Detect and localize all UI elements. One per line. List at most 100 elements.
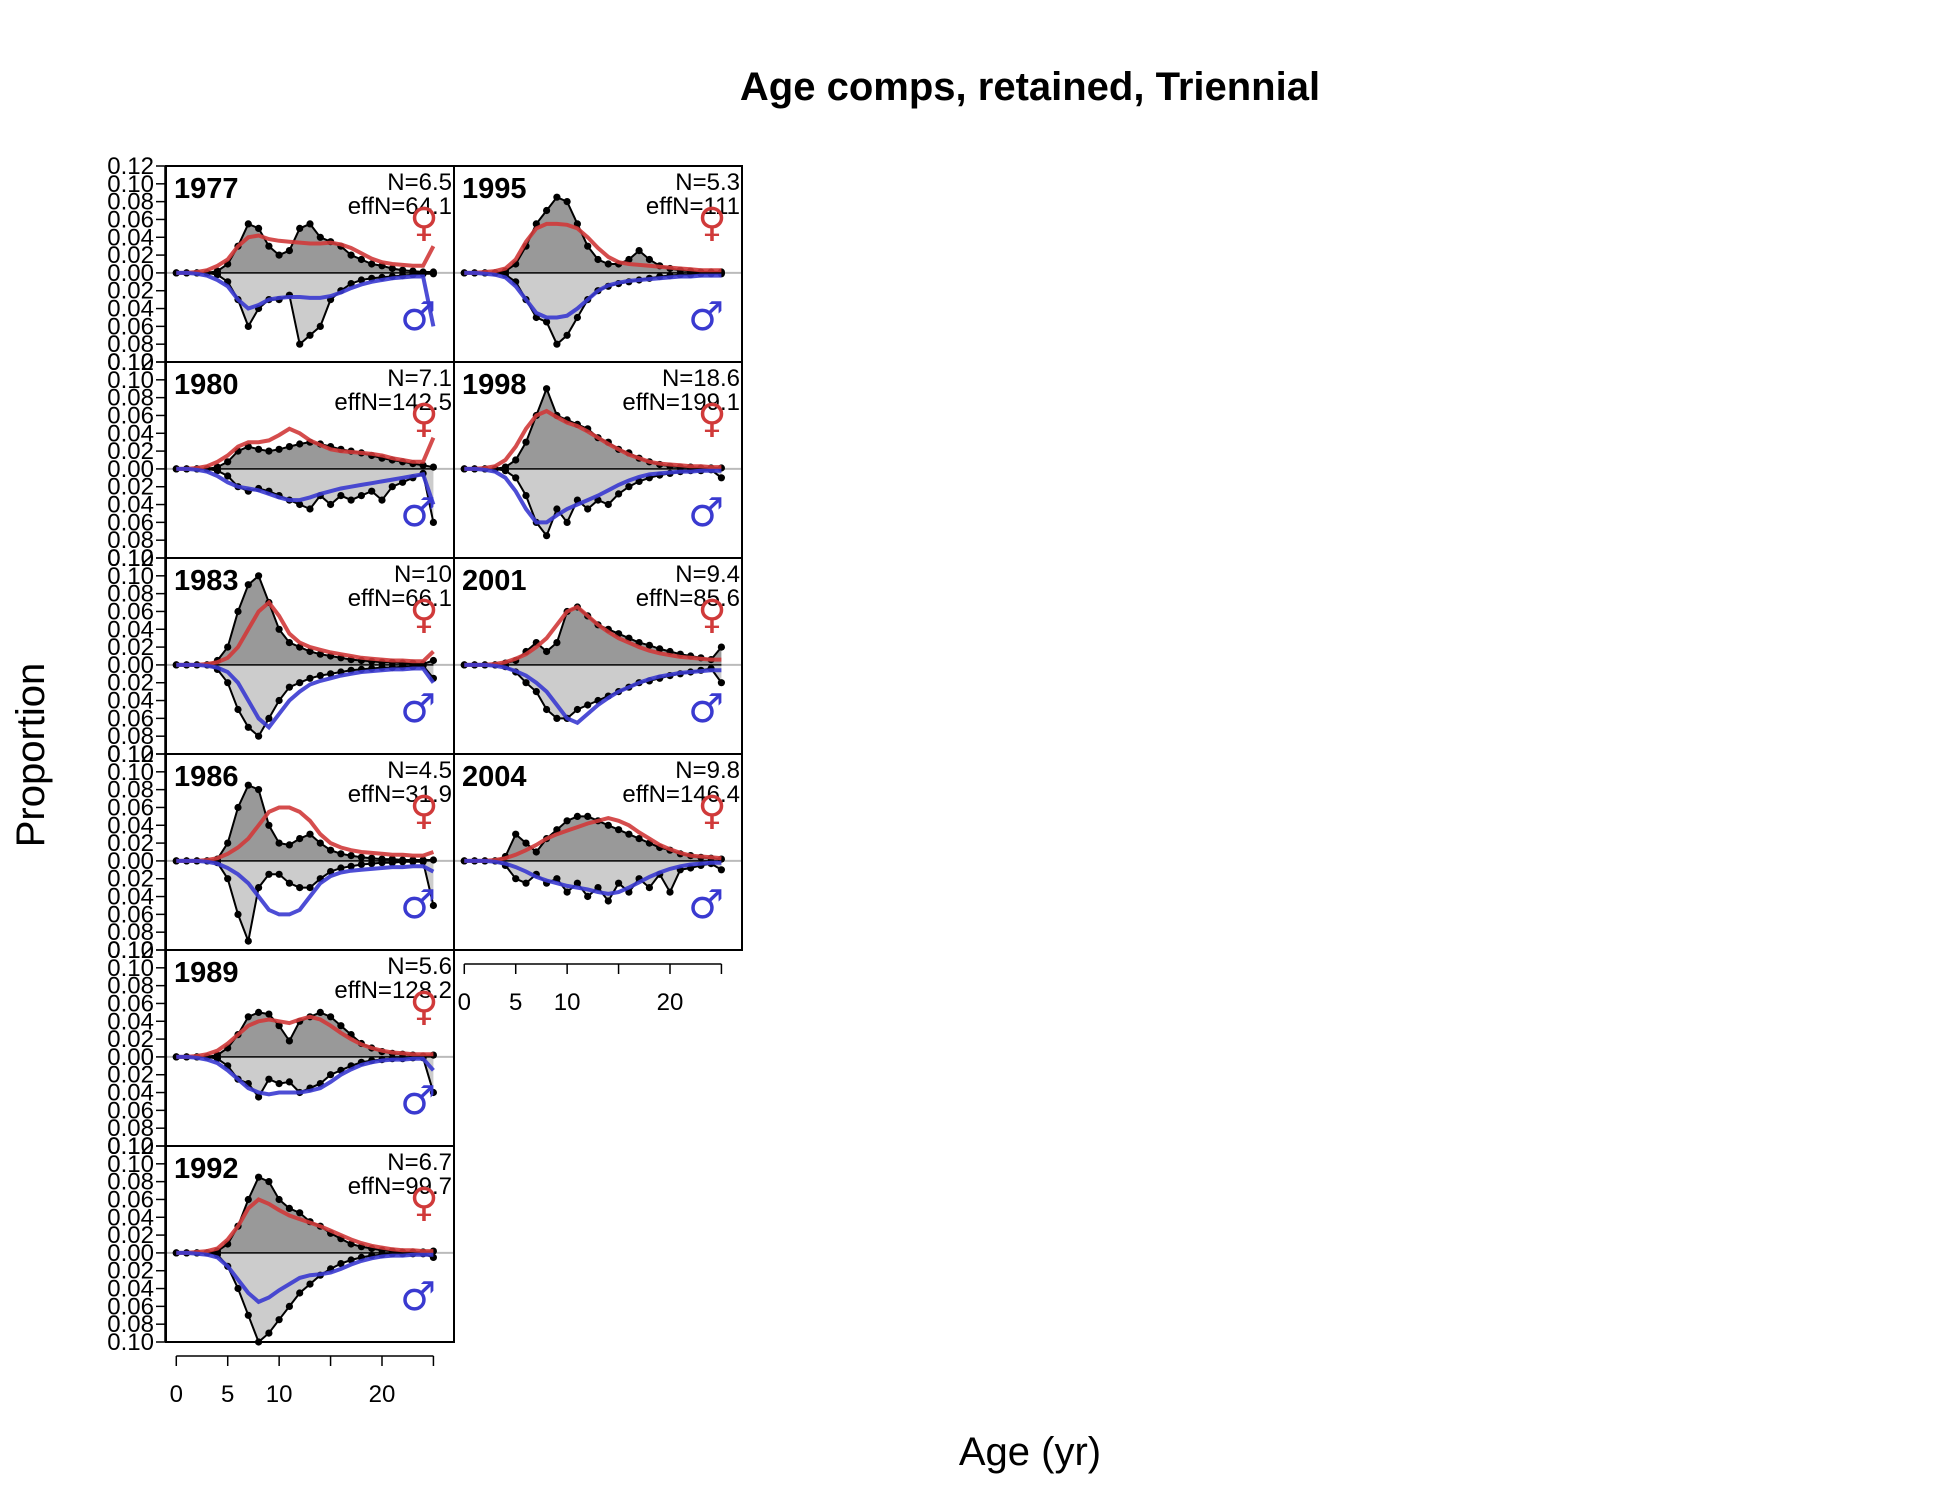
- panel-effn-label: effN=31.9: [348, 781, 452, 808]
- male-symbol-icon: ♂: [400, 882, 436, 928]
- panel-n-label: N=6.7: [387, 1149, 452, 1176]
- y-tick-label: 0.10: [107, 741, 154, 768]
- panel-n-label: N=7.1: [387, 365, 452, 392]
- female-obs-point: [275, 251, 283, 259]
- panel-effn-label: effN=128.2: [334, 977, 452, 1004]
- y-tick-label: 0.06: [107, 206, 154, 233]
- female-obs-point: [285, 1037, 293, 1045]
- y-tick-label: 0.08: [107, 581, 154, 608]
- female-expected-line: [176, 1014, 434, 1059]
- female-symbol-icon: ♀: [409, 1180, 438, 1226]
- female-obs-area: [464, 388, 722, 469]
- panel-year-label: 2001: [462, 565, 527, 597]
- female-obs-point: [604, 821, 612, 829]
- y-tick-label: 0.06: [107, 598, 154, 625]
- female-obs-point: [429, 463, 437, 471]
- male-obs-point: [347, 862, 355, 870]
- female-obs-point: [717, 643, 726, 651]
- male-obs-point: [337, 492, 345, 500]
- y-tick-label: 0.06: [107, 509, 154, 536]
- male-expected-line: [464, 662, 722, 726]
- female-obs-area: [176, 1012, 434, 1057]
- male-obs-point: [234, 705, 242, 714]
- female-obs-point: [275, 625, 283, 633]
- panel-year-label: 1983: [174, 565, 239, 597]
- female-symbol-icon: ♀: [697, 592, 726, 638]
- female-obs-point: [265, 821, 273, 829]
- male-obs-point: [327, 500, 335, 509]
- panel-n-label: N=5.3: [675, 169, 740, 196]
- female-obs-point: [347, 251, 355, 259]
- male-obs-point: [429, 270, 437, 278]
- female-obs-point: [275, 445, 283, 453]
- female-expected-line: [176, 805, 435, 863]
- female-obs-area: [176, 1177, 434, 1253]
- male-obs-point: [244, 723, 252, 731]
- female-obs-point: [584, 812, 592, 821]
- female-obs-point: [327, 846, 335, 854]
- female-obs-point: [584, 242, 592, 250]
- male-obs-point: [296, 340, 304, 348]
- y-tick-label: 0.02: [107, 1258, 154, 1285]
- male-obs-point: [275, 870, 283, 878]
- chart-title: Age comps, retained, Triennial: [740, 65, 1320, 109]
- male-obs-point: [378, 496, 386, 504]
- y-tick-label: 0.06: [107, 990, 154, 1017]
- male-obs-area: [176, 664, 434, 737]
- male-obs-point: [306, 505, 314, 513]
- female-obs-point: [244, 1013, 252, 1021]
- y-tick-label: 0.08: [107, 385, 154, 412]
- x-tick-label: 10: [266, 1381, 293, 1408]
- male-obs-point: [584, 505, 592, 513]
- panel-year-label: 1980: [174, 369, 239, 401]
- panel-year-label: 2004: [462, 761, 527, 793]
- x-tick-label: 0: [458, 989, 471, 1016]
- panel-effn-label: effN=99.7: [348, 1173, 452, 1200]
- male-obs-point: [584, 701, 592, 709]
- female-obs-point: [512, 456, 520, 464]
- male-obs-point: [275, 1080, 283, 1088]
- y-tick-label: 0.04: [107, 492, 154, 519]
- male-symbol-icon: ♂: [688, 490, 724, 536]
- female-obs-point: [234, 607, 242, 616]
- y-tick-label: 0.10: [107, 367, 154, 394]
- male-obs-point: [234, 910, 242, 919]
- y-tick-label: 0.06: [107, 705, 154, 732]
- y-tick-label: 0.00: [107, 652, 154, 679]
- female-obs-point: [357, 255, 365, 264]
- panel-effn-label: effN=146.4: [622, 781, 740, 808]
- panel-n-label: N=18.6: [662, 365, 740, 392]
- male-obs-point: [224, 679, 232, 687]
- female-obs-point: [429, 656, 437, 665]
- y-tick-label: 0.12: [107, 1133, 154, 1160]
- male-expected-line: [464, 858, 722, 896]
- female-obs-point: [563, 198, 571, 206]
- female-obs-point: [255, 572, 263, 580]
- female-obs-point: [306, 830, 314, 838]
- y-tick-label: 0.04: [107, 1204, 154, 1231]
- female-obs-point: [594, 255, 602, 264]
- female-obs-point: [285, 443, 293, 451]
- male-obs-point: [563, 518, 571, 527]
- male-obs-point: [666, 888, 674, 896]
- female-obs-point: [265, 242, 273, 250]
- female-obs-point: [357, 853, 365, 861]
- female-expected-line: [464, 816, 722, 863]
- female-expected-line: [176, 426, 436, 471]
- male-obs-point: [296, 884, 304, 892]
- female-obs-point: [604, 260, 612, 268]
- male-expected-line: [176, 1054, 435, 1097]
- male-obs-point: [285, 879, 293, 887]
- y-tick-label: 0.12: [107, 937, 154, 964]
- panel-effn-label: effN=64.1: [348, 193, 452, 220]
- male-obs-point: [296, 1289, 304, 1297]
- male-expected-line: [464, 466, 722, 525]
- male-obs-point: [306, 331, 314, 339]
- female-obs-point: [316, 233, 324, 241]
- y-tick-label: 0.04: [107, 616, 154, 643]
- x-axis-label: Age (yr): [959, 1430, 1101, 1474]
- female-obs-point: [368, 854, 376, 862]
- male-obs-point: [543, 532, 551, 540]
- female-obs-point: [656, 645, 664, 653]
